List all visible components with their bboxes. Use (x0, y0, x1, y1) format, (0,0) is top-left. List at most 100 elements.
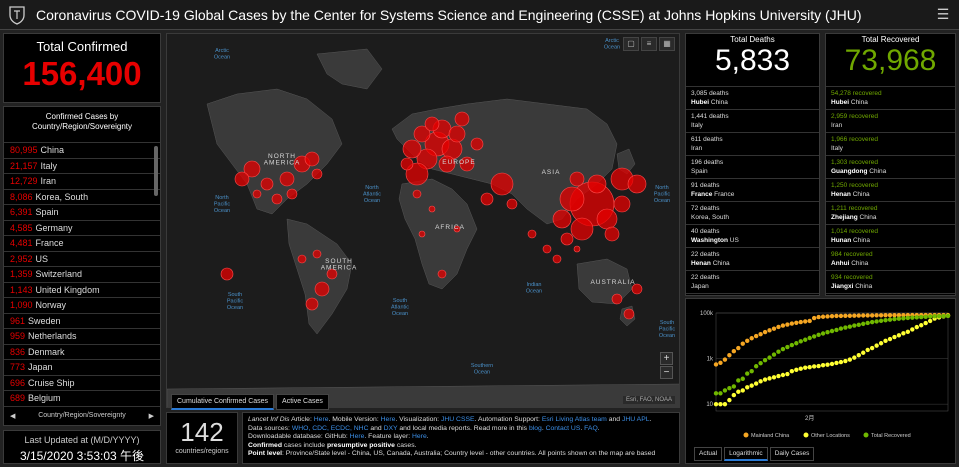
mobile-link[interactable]: Here (380, 416, 396, 423)
tab-cumulative-confirmed[interactable]: Cumulative Confirmed Cases (171, 394, 275, 410)
chart-point (838, 313, 844, 319)
tab-logarithmic[interactable]: Logarithmic (724, 447, 768, 461)
country-list-item[interactable]: 1,143 United Kingdom (4, 283, 160, 298)
country-list-item[interactable]: 773 Japan (4, 360, 160, 376)
deaths-place: Spain (691, 167, 814, 176)
country-list-item[interactable]: 4,481 France (4, 236, 160, 252)
country-list-item[interactable]: 2,952 US (4, 252, 160, 267)
country-name: Cruise Ship (28, 377, 75, 388)
blog-link[interactable]: blog (528, 424, 542, 432)
case-bubbles[interactable] (220, 111, 647, 320)
country-list-item[interactable]: 696 Cruise Ship (4, 376, 160, 391)
chart-point (923, 314, 928, 320)
deaths-list[interactable]: 3,085 deaths Hubei China 1,441 deaths Italy… (686, 86, 819, 295)
chart-point (722, 388, 728, 393)
total-deaths-label: Total Deaths (730, 35, 775, 44)
country-list-item[interactable]: 836 Denmark (4, 345, 160, 360)
jhu-apl-link[interactable]: JHU APL (621, 416, 650, 423)
map-canvas[interactable]: Arctic Ocean Arctic Ocean North Pacific Ocean N… (167, 34, 680, 408)
info-text: and (368, 424, 384, 432)
country-list-item[interactable]: 6,391 Spain (4, 205, 160, 221)
chart-point (892, 312, 897, 318)
chart-point (794, 367, 799, 373)
github-link[interactable]: Here (349, 433, 365, 441)
recovered-list-item[interactable]: 2,959 recovered Iran (826, 110, 955, 133)
country-list-item[interactable]: 12,729 Iran (4, 174, 160, 190)
country-count: 80,995 (10, 145, 38, 155)
menu-icon[interactable]: ☰ (936, 6, 950, 22)
contact-link[interactable]: Contact US (545, 424, 581, 432)
world-map[interactable]: Arctic Ocean Arctic Ocean North Pacific Ocean N… (166, 33, 680, 408)
recovered-list-item[interactable]: 741 recovered (826, 294, 955, 295)
recovered-list-item[interactable]: 1,211 recovered Zhejiang China (826, 202, 955, 225)
chart-point (843, 313, 848, 319)
deaths-list-item[interactable]: 91 deaths France France (686, 179, 819, 202)
deaths-country: Spain (691, 168, 708, 175)
country-name: Germany (35, 222, 73, 233)
recovered-list-item[interactable]: 1,014 recovered Hunan China (826, 225, 955, 248)
country-list[interactable]: 80,995 China 21,157 Italy 12,729 Iran 8,086 Kor… (4, 143, 160, 406)
deaths-list-item[interactable]: 40 deaths Washington US (686, 225, 819, 248)
country-name: China (40, 145, 65, 155)
country-list-item[interactable]: 80,995 China (4, 143, 160, 159)
article-link[interactable]: Here (313, 416, 329, 423)
country-count: 959 (10, 331, 26, 341)
recovered-country: China (852, 191, 870, 198)
zoom-in-button[interactable]: + (660, 352, 673, 365)
country-list-item[interactable]: 4,585 Germany (4, 221, 160, 236)
recovered-list[interactable]: 54,278 recovered Hubei China 2,959 recover… (826, 86, 955, 295)
recovered-list-item[interactable]: 1,966 recovered Italy (826, 133, 955, 156)
deaths-list-item[interactable]: 611 deaths Iran (686, 133, 819, 156)
deaths-list-item[interactable]: 72 deaths Korea, South (686, 202, 819, 225)
bookmark-icon[interactable]: ▢ (623, 37, 639, 51)
esri-link[interactable]: Esri Living Atlas team (541, 416, 607, 423)
tab-actual[interactable]: Actual (694, 447, 723, 461)
chart-point (861, 313, 866, 318)
chart-point (740, 376, 745, 381)
faq-link[interactable]: FAQ (584, 424, 598, 432)
country-list-item[interactable]: 961 Sweden (4, 314, 160, 329)
southern-label: Southern Ocean (471, 363, 493, 376)
grid-icon[interactable]: ▦ (659, 37, 675, 51)
list-icon[interactable]: ≡ (641, 37, 657, 51)
deaths-list-item[interactable]: 196 deaths Spain (686, 156, 819, 179)
country-count-value: 142 (180, 417, 224, 447)
country-list-item[interactable]: 959 Netherlands (4, 329, 160, 345)
total-recovered-panel: Total Recovered 73,968 54,278 recovered H… (825, 33, 956, 296)
chart-point (803, 365, 808, 370)
deaths-list-item[interactable]: 22 deaths Japan (686, 271, 819, 294)
country-list-item[interactable]: 689 Belgium (4, 391, 160, 406)
deaths-list-item[interactable]: 3,085 deaths Hubei China (686, 87, 819, 110)
chart-point (847, 313, 853, 318)
feature-layer-link[interactable]: Here (412, 433, 427, 441)
tab-active-cases[interactable]: Active Cases (276, 394, 329, 410)
country-list-item[interactable]: 8,086 Korea, South (4, 190, 160, 205)
country-list-item[interactable]: 1,090 Norway (4, 298, 160, 314)
country-list-item[interactable]: 1,359 Switzerland (4, 267, 160, 283)
info-text: . (541, 424, 546, 432)
chart-point (803, 319, 808, 324)
dxy-link[interactable]: DXY (383, 424, 398, 432)
deaths-list-item[interactable]: 1,441 deaths Italy (686, 110, 819, 133)
recovered-count: 934 recovered (831, 274, 873, 281)
country-list-scrollbar[interactable] (154, 146, 158, 196)
country-list-item[interactable]: 21,157 Italy (4, 159, 160, 174)
deaths-list-item[interactable]: 22 deaths Henan China (686, 248, 819, 271)
deaths-list-item[interactable]: 21 deaths (686, 294, 819, 295)
recovered-list-item[interactable]: 934 recovered Jiangxi China (826, 271, 955, 294)
recovered-list-item[interactable]: 1,303 recovered Guangdong China (826, 156, 955, 179)
recovered-count: 2,959 recovered (831, 113, 878, 120)
prev-icon[interactable]: ◀ (10, 412, 16, 420)
recovered-list-item[interactable]: 54,278 recovered Hubei China (826, 87, 955, 110)
zoom-out-button[interactable]: − (660, 366, 673, 379)
sources-link[interactable]: WHO, CDC, ECDC, NHC (291, 424, 369, 432)
chart-point (829, 313, 835, 319)
recovered-list-item[interactable]: 1,250 recovered Henan China (826, 179, 955, 202)
jhu-csse-link[interactable]: JHU CSSE (440, 416, 475, 423)
recovered-list-item[interactable]: 984 recovered Anhui China (826, 248, 955, 271)
recovered-province: Anhui (831, 260, 850, 267)
chart-point (745, 371, 750, 376)
chart-point (807, 364, 812, 370)
next-icon[interactable]: ▶ (148, 412, 154, 420)
tab-daily-cases[interactable]: Daily Cases (769, 447, 815, 461)
